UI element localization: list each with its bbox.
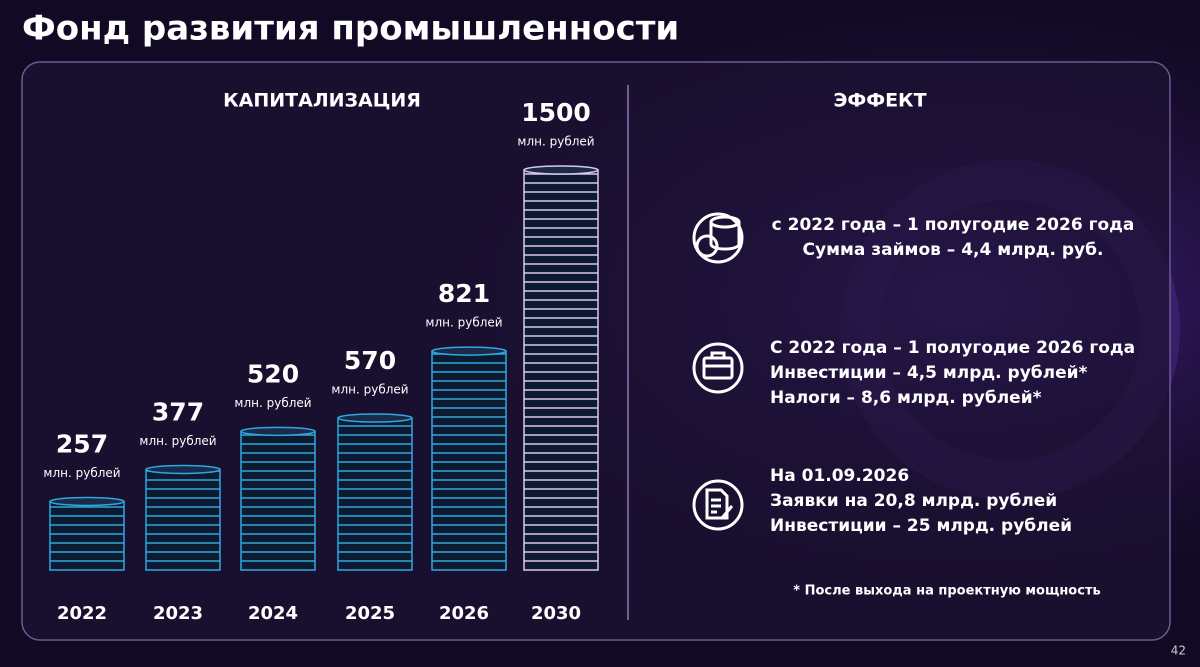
unit-label: млн. рублей [139,434,216,448]
x-tick-label: 2023 [153,603,203,624]
coin-stack [145,464,221,571]
coin-stack [49,496,125,571]
stack-body [240,430,316,571]
stack-body [523,169,599,571]
stack-body [431,350,507,571]
x-tick-label: 2024 [248,603,298,624]
x-tick-label: 2022 [57,603,107,624]
value-label: 377 [152,397,204,426]
stack-body [145,468,221,571]
unit-label: млн. рублей [43,466,120,480]
effect-line: с 2022 года – 1 полугодие 2026 года [772,215,1135,235]
effect-line: Заявки на 20,8 млрд. рублей [770,491,1057,511]
coin-stack [337,413,413,571]
effect-title: ЭФФЕКТ [833,90,926,112]
value-label: 257 [56,429,108,458]
value-label: 821 [438,279,490,308]
effect-line: Инвестиции – 25 млрд. рублей [770,516,1072,536]
coin-top [337,413,413,423]
unit-label: млн. рублей [517,135,594,149]
effect-line: На 01.09.2026 [770,466,909,486]
page-number: 42 [1171,644,1186,658]
effect-line: С 2022 года – 1 полугодие 2026 года [770,338,1135,358]
effect-line: Сумма займов – 4,4 млрд. руб. [803,240,1104,260]
stack-body [337,417,413,571]
coin-stack [240,426,316,571]
unit-label: млн. рублей [331,383,408,397]
coin-stack [523,165,599,571]
coin-stack [431,346,507,571]
slide-title: Фонд развития промышленности [22,9,679,49]
briefcase-icon [692,342,744,394]
coin-top [145,464,221,475]
x-tick-label: 2025 [345,603,395,624]
coins-icon [692,212,744,264]
document-icon [692,479,744,531]
footnote: * После выхода на проектную мощность [793,584,1100,599]
stack-body [49,500,125,571]
effect-line: Инвестиции – 4,5 млрд. рублей* [770,363,1088,383]
x-tick-label: 2026 [439,603,489,624]
coin-top [523,165,599,175]
coin-top [431,346,507,356]
unit-label: млн. рублей [425,316,502,330]
value-label: 570 [344,346,396,375]
effect-line: Налоги – 8,6 млрд. рублей* [770,388,1042,408]
coin-top [240,426,316,437]
unit-label: млн. рублей [234,396,311,410]
value-label: 520 [247,359,299,388]
chart-title: КАПИТАЛИЗАЦИЯ [223,90,421,112]
value-label: 1500 [521,98,591,127]
x-tick-label: 2030 [531,603,581,624]
coin-top [49,496,125,507]
